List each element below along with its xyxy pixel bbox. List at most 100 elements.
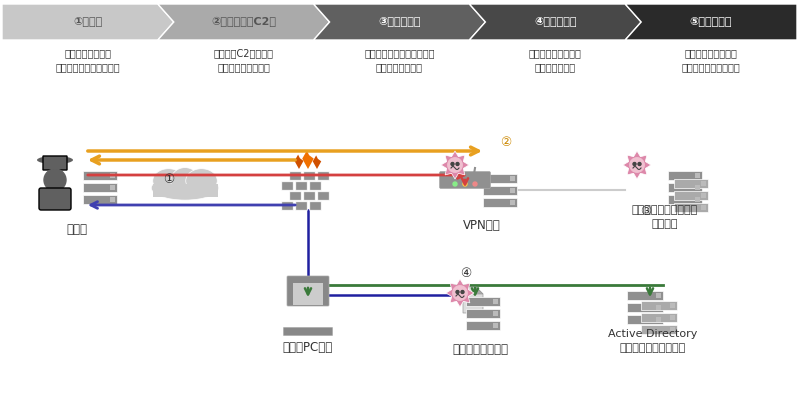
Text: ④: ④ [460, 267, 471, 280]
Bar [483, 174, 517, 182]
FancyBboxPatch shape [439, 172, 490, 188]
Circle shape [630, 158, 644, 172]
Bar [153, 184, 218, 197]
Circle shape [453, 286, 467, 300]
FancyBboxPatch shape [287, 276, 329, 306]
FancyBboxPatch shape [282, 182, 294, 190]
Bar [110, 172, 115, 178]
Bar [466, 296, 500, 306]
Bar [110, 196, 115, 202]
Bar [695, 172, 700, 178]
Polygon shape [623, 151, 651, 179]
Polygon shape [313, 155, 322, 169]
Bar [510, 176, 515, 180]
Bar [670, 302, 675, 308]
FancyBboxPatch shape [304, 192, 315, 200]
Text: 社員のPC端末: 社員のPC端末 [283, 341, 333, 354]
Bar [701, 204, 706, 210]
Circle shape [633, 162, 636, 166]
Ellipse shape [170, 168, 199, 194]
Polygon shape [158, 4, 330, 40]
Text: ⑤データ破壊: ⑤データ破壊 [690, 17, 732, 27]
FancyBboxPatch shape [290, 172, 302, 180]
FancyBboxPatch shape [296, 182, 307, 190]
Circle shape [448, 158, 462, 172]
Bar [701, 180, 706, 186]
Bar [641, 300, 677, 310]
Text: ①潜　入: ①潜 入 [74, 17, 102, 27]
Text: ①: ① [163, 173, 174, 186]
Bar [110, 184, 115, 190]
Polygon shape [294, 154, 303, 169]
Circle shape [453, 182, 457, 186]
Text: リモートデスクトップ
サービス: リモートデスクトップ サービス [632, 205, 698, 229]
Bar [641, 324, 677, 334]
Text: VPN装置: VPN装置 [463, 219, 501, 232]
Bar [668, 194, 702, 204]
Bar [466, 320, 500, 330]
FancyBboxPatch shape [318, 172, 330, 180]
Circle shape [44, 169, 66, 191]
Circle shape [461, 290, 464, 294]
Text: ④データ窃取: ④データ窃取 [534, 17, 577, 27]
Text: ③横断的侵害: ③横断的侵害 [378, 17, 421, 27]
Text: サーバに侵入して
マルウェアを配置・実行: サーバに侵入して マルウェアを配置・実行 [55, 48, 120, 72]
Bar [510, 200, 515, 204]
Bar [668, 182, 702, 192]
Bar [510, 188, 515, 192]
Ellipse shape [153, 169, 184, 193]
Bar [493, 322, 498, 328]
Polygon shape [470, 4, 642, 40]
Text: 発見した機密情報を
社外へ持ち出し: 発見した機密情報を 社外へ持ち出し [529, 48, 582, 72]
Bar [83, 194, 117, 204]
Polygon shape [314, 4, 486, 40]
Bar [627, 302, 663, 312]
Bar [670, 326, 675, 332]
Text: 他端末・サーバへ横展開し
管理者権限を奪取: 他端末・サーバへ横展開し 管理者権限を奪取 [364, 48, 434, 72]
Bar [493, 298, 498, 304]
FancyBboxPatch shape [304, 172, 315, 180]
Bar [656, 316, 661, 322]
Bar [293, 283, 323, 305]
Text: 発見した機密情報を
暗号化して利用不可に: 発見した機密情報を 暗号化して利用不可に [682, 48, 741, 72]
Ellipse shape [37, 156, 73, 164]
Bar [641, 312, 677, 322]
Bar [627, 290, 663, 300]
Bar [483, 198, 517, 206]
Polygon shape [446, 279, 474, 307]
Text: 攻撃者のC2サーバと
通信確立・遠隔操作: 攻撃者のC2サーバと 通信確立・遠隔操作 [214, 48, 274, 72]
Polygon shape [2, 4, 174, 40]
Bar [695, 196, 700, 202]
Bar [83, 182, 117, 192]
FancyBboxPatch shape [310, 202, 322, 210]
FancyBboxPatch shape [296, 202, 307, 210]
FancyBboxPatch shape [283, 328, 333, 336]
Polygon shape [476, 287, 483, 294]
Bar [668, 170, 702, 180]
Bar [483, 186, 517, 194]
Bar [83, 170, 117, 180]
Polygon shape [463, 287, 483, 313]
Circle shape [456, 162, 459, 166]
Bar [674, 190, 708, 200]
FancyBboxPatch shape [310, 182, 322, 190]
FancyBboxPatch shape [39, 188, 71, 210]
FancyBboxPatch shape [282, 202, 294, 210]
Text: 攻撃者: 攻撃者 [66, 223, 87, 236]
FancyBboxPatch shape [318, 192, 330, 200]
Circle shape [638, 162, 641, 166]
Bar [674, 202, 708, 212]
Bar [466, 308, 500, 318]
Text: ファイルサーバー: ファイルサーバー [452, 343, 508, 356]
Text: ③: ③ [640, 205, 651, 218]
Text: ②: ② [500, 136, 511, 149]
Polygon shape [302, 150, 314, 169]
FancyBboxPatch shape [43, 156, 67, 170]
Bar [670, 314, 675, 320]
Bar [656, 292, 661, 298]
FancyBboxPatch shape [290, 192, 302, 200]
Circle shape [463, 182, 467, 186]
Circle shape [451, 162, 454, 166]
Text: Active Directory
ドメインコントローラ: Active Directory ドメインコントローラ [608, 329, 698, 353]
Bar [674, 178, 708, 188]
